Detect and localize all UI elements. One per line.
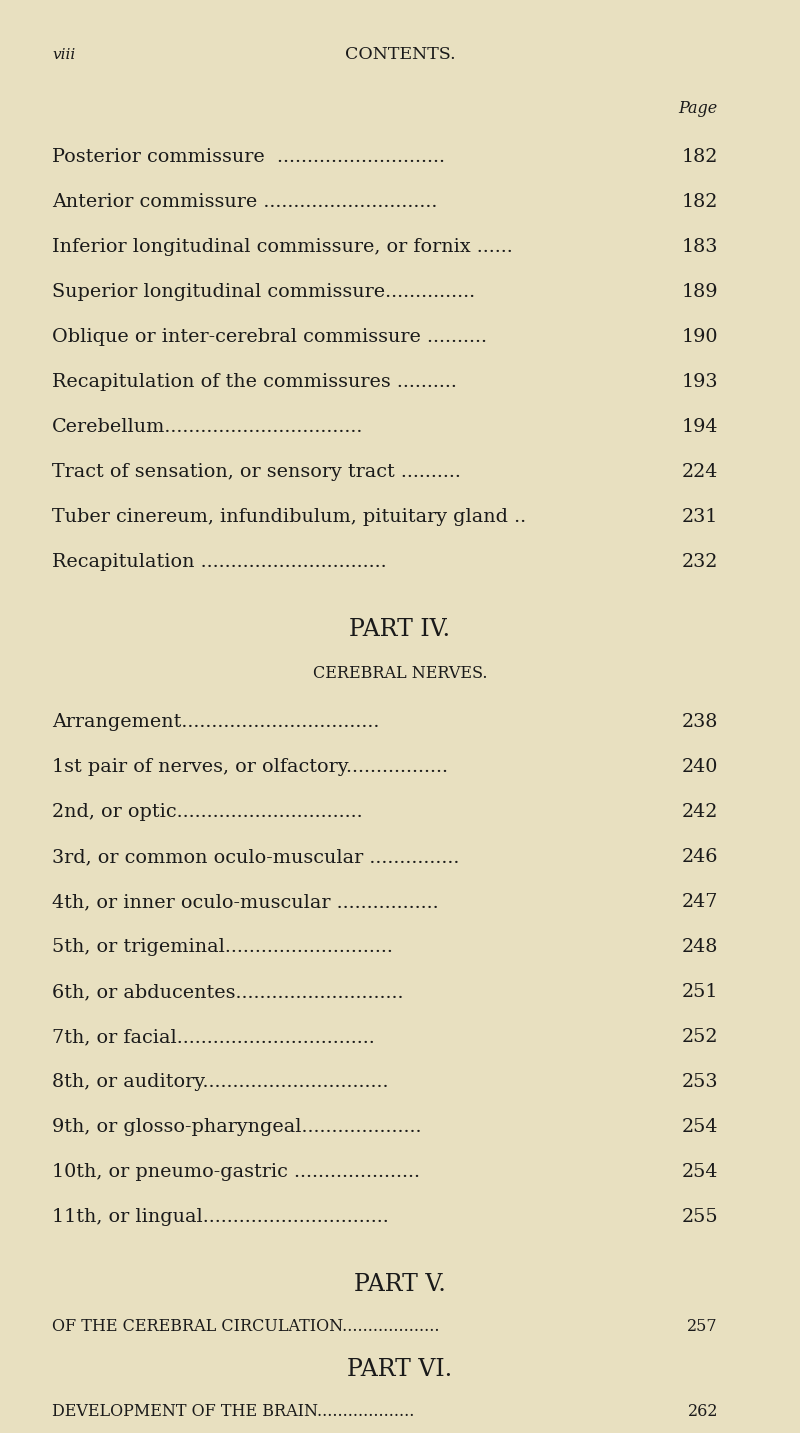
Text: 182: 182 xyxy=(682,193,718,211)
Text: 6th, or abducentes............................: 6th, or abducentes......................… xyxy=(52,983,403,1002)
Text: 247: 247 xyxy=(682,893,718,911)
Text: 193: 193 xyxy=(682,373,718,391)
Text: 248: 248 xyxy=(682,939,718,956)
Text: 231: 231 xyxy=(682,509,718,526)
Text: Anterior commissure .............................: Anterior commissure ....................… xyxy=(52,193,438,211)
Text: 255: 255 xyxy=(682,1208,718,1227)
Text: 194: 194 xyxy=(682,418,718,436)
Text: 253: 253 xyxy=(682,1073,718,1091)
Text: Cerebellum.................................: Cerebellum..............................… xyxy=(52,418,363,436)
Text: 232: 232 xyxy=(682,553,718,570)
Text: Tract of sensation, or sensory tract ..........: Tract of sensation, or sensory tract ...… xyxy=(52,463,461,481)
Text: 254: 254 xyxy=(682,1164,718,1181)
Text: 5th, or trigeminal............................: 5th, or trigeminal......................… xyxy=(52,939,393,956)
Text: 7th, or facial.................................: 7th, or facial..........................… xyxy=(52,1027,374,1046)
Text: 257: 257 xyxy=(687,1318,718,1336)
Text: Inferior longitudinal commissure, or fornix ......: Inferior longitudinal commissure, or for… xyxy=(52,238,513,257)
Text: 190: 190 xyxy=(682,328,718,345)
Text: 238: 238 xyxy=(682,714,718,731)
Text: 189: 189 xyxy=(682,282,718,301)
Text: 2nd, or optic...............................: 2nd, or optic...........................… xyxy=(52,802,362,821)
Text: 9th, or glosso-pharyngeal....................: 9th, or glosso-pharyngeal...............… xyxy=(52,1118,422,1136)
Text: Arrangement.................................: Arrangement.............................… xyxy=(52,714,379,731)
Text: 4th, or inner oculo-muscular .................: 4th, or inner oculo-muscular ...........… xyxy=(52,893,438,911)
Text: Page: Page xyxy=(678,100,718,118)
Text: 240: 240 xyxy=(682,758,718,777)
Text: 254: 254 xyxy=(682,1118,718,1136)
Text: DEVELOPMENT OF THE BRAIN...................: DEVELOPMENT OF THE BRAIN................… xyxy=(52,1403,414,1420)
Text: 3rd, or common oculo-muscular ...............: 3rd, or common oculo-muscular ..........… xyxy=(52,848,459,866)
Text: 10th, or pneumo-gastric .....................: 10th, or pneumo-gastric ................… xyxy=(52,1164,420,1181)
Text: 252: 252 xyxy=(682,1027,718,1046)
Text: 11th, or lingual...............................: 11th, or lingual........................… xyxy=(52,1208,389,1227)
Text: Recapitulation of the commissures ..........: Recapitulation of the commissures ......… xyxy=(52,373,457,391)
Text: 242: 242 xyxy=(682,802,718,821)
Text: PART IV.: PART IV. xyxy=(350,618,450,641)
Text: 251: 251 xyxy=(682,983,718,1002)
Text: 8th, or auditory...............................: 8th, or auditory........................… xyxy=(52,1073,389,1091)
Text: Posterior commissure  ............................: Posterior commissure ...................… xyxy=(52,148,445,166)
Text: 182: 182 xyxy=(682,148,718,166)
Text: CEREBRAL NERVES.: CEREBRAL NERVES. xyxy=(313,665,487,682)
Text: 183: 183 xyxy=(682,238,718,257)
Text: PART VI.: PART VI. xyxy=(347,1358,453,1381)
Text: 1st pair of nerves, or olfactory.................: 1st pair of nerves, or olfactory........… xyxy=(52,758,448,777)
Text: Recapitulation ...............................: Recapitulation .........................… xyxy=(52,553,386,570)
Text: OF THE CEREBRAL CIRCULATION...................: OF THE CEREBRAL CIRCULATION.............… xyxy=(52,1318,439,1336)
Text: Superior longitudinal commissure...............: Superior longitudinal commissure........… xyxy=(52,282,475,301)
Text: 224: 224 xyxy=(682,463,718,481)
Text: 246: 246 xyxy=(682,848,718,866)
Text: PART V.: PART V. xyxy=(354,1273,446,1295)
Text: Tuber cinereum, infundibulum, pituitary gland ..: Tuber cinereum, infundibulum, pituitary … xyxy=(52,509,526,526)
Text: 262: 262 xyxy=(687,1403,718,1420)
Text: viii: viii xyxy=(52,47,75,62)
Text: CONTENTS.: CONTENTS. xyxy=(345,46,455,63)
Text: Oblique or inter-cerebral commissure ..........: Oblique or inter-cerebral commissure ...… xyxy=(52,328,487,345)
